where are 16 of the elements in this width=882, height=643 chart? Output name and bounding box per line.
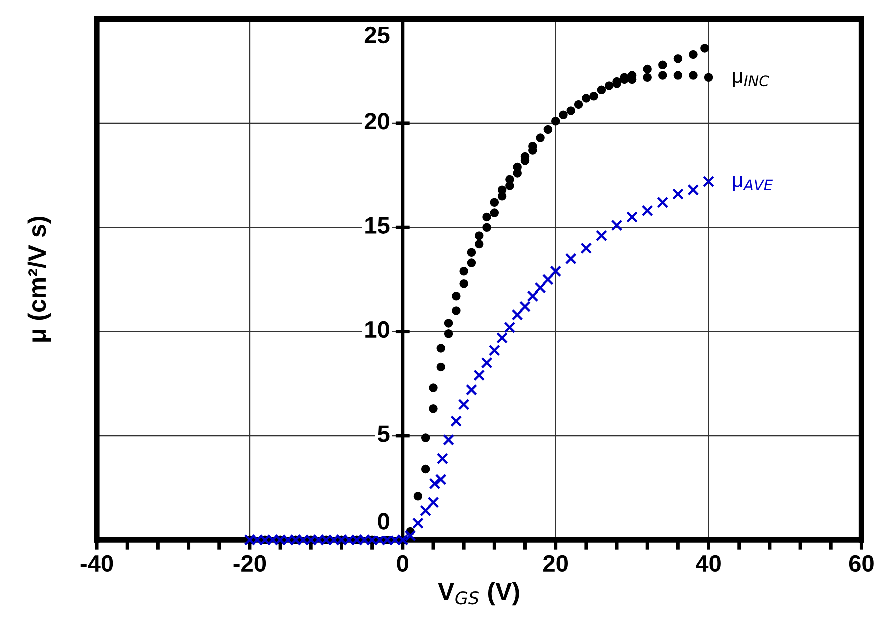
x-tick-label: -40	[80, 555, 114, 572]
x-axis-title: V$_{GS}$ (V)	[438, 582, 520, 606]
x-tick-label: -20	[234, 555, 266, 572]
x-tick-label: 60	[849, 555, 874, 572]
x-tick-label: 20	[544, 555, 568, 572]
y-tick-label: 0	[378, 513, 390, 530]
x-tick-label: 0	[397, 555, 408, 572]
y-tick-label: 10	[366, 321, 390, 338]
y-tick-label: 20	[364, 113, 390, 130]
series-label: μ$_{AVE}$	[733, 176, 774, 192]
y-axis-title: μ (cm²/V s)	[28, 217, 52, 342]
y-tick-label: 5	[378, 426, 390, 442]
y-tick-label: 15	[366, 217, 390, 234]
x-tick-label: 40	[696, 555, 721, 572]
series-label: μ$_{INC}$	[733, 72, 770, 87]
y-tick-label: 25	[364, 26, 390, 44]
